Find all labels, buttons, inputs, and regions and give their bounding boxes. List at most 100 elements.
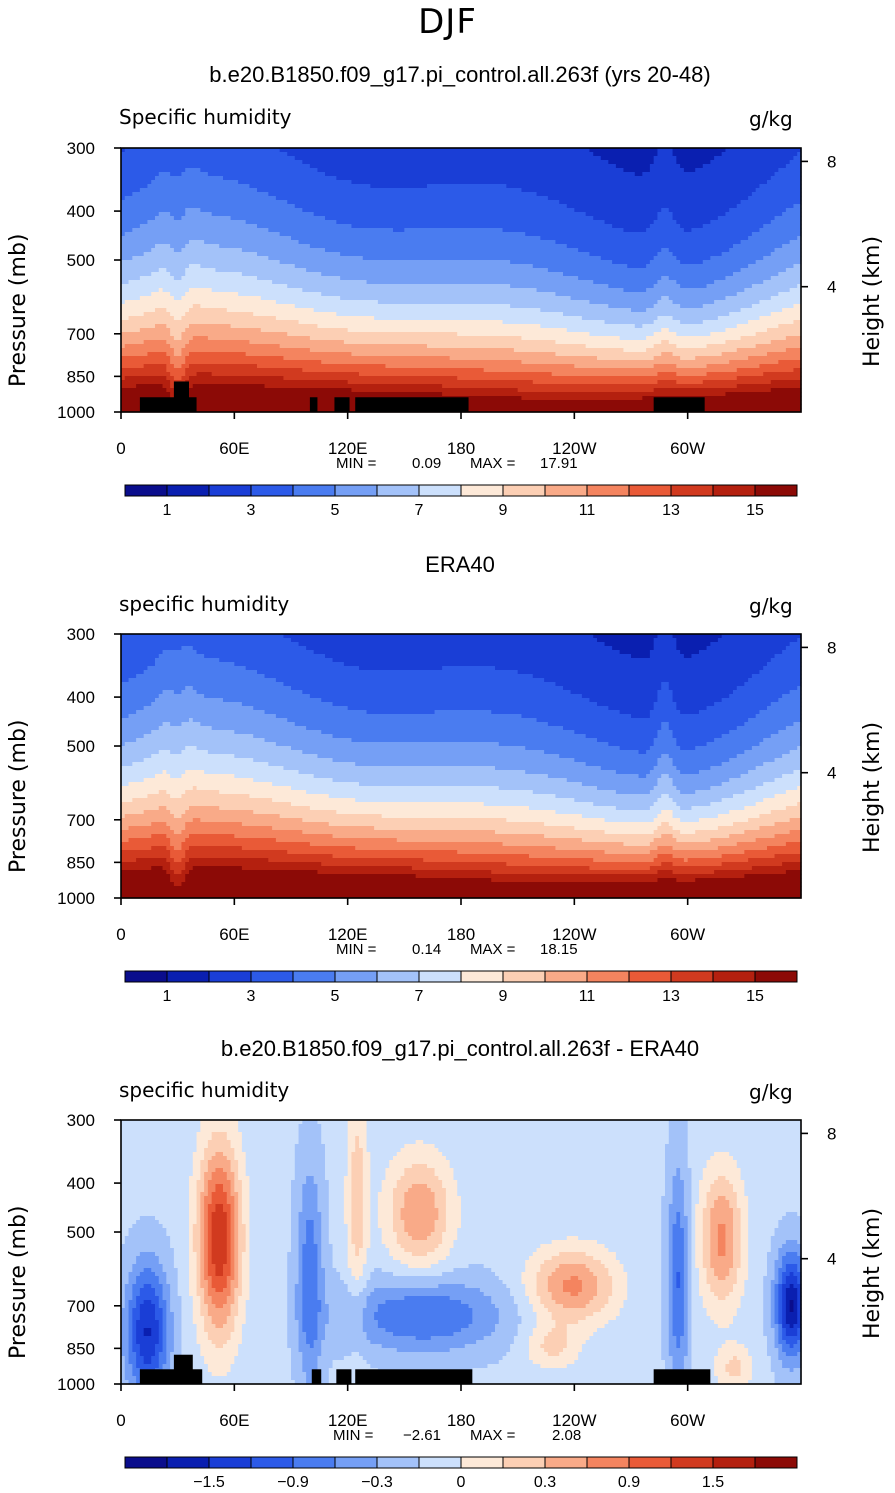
field-cell <box>774 1344 783 1349</box>
field-cell <box>525 770 617 775</box>
field-cell <box>207 1264 217 1269</box>
field-cell <box>608 1268 625 1273</box>
field-cell <box>340 1276 356 1281</box>
field-cell <box>317 1288 326 1293</box>
field-cell <box>668 1328 674 1333</box>
colorbar-label: −0.9 <box>277 1474 309 1491</box>
field-cell <box>733 1256 742 1261</box>
field-cell <box>502 1356 530 1361</box>
field-cell <box>672 1364 685 1369</box>
field-cell <box>797 1300 802 1305</box>
field-cell <box>740 1212 749 1217</box>
field-cell <box>151 1300 160 1305</box>
field-cell <box>238 292 322 297</box>
field-cell <box>729 360 779 365</box>
field-cell <box>733 1252 742 1257</box>
field-cell <box>472 1368 666 1373</box>
field-cell <box>789 288 802 293</box>
field-cell <box>291 1200 303 1205</box>
field-cell <box>374 1288 481 1293</box>
field-cell <box>736 1160 802 1165</box>
field-cell <box>672 694 730 699</box>
field-cell <box>321 1244 334 1249</box>
field-cell <box>457 332 591 337</box>
field-cell <box>782 1280 787 1285</box>
field-cell <box>234 1252 239 1257</box>
field-cell <box>793 1368 802 1373</box>
field-cell <box>124 814 175 819</box>
field-cell <box>181 216 232 221</box>
field-cell <box>121 1312 130 1317</box>
colorbar-box <box>166 1456 210 1469</box>
field-cell <box>313 1224 322 1229</box>
field-cell <box>200 1248 205 1253</box>
field-cell <box>600 1308 621 1313</box>
field-cell <box>653 356 681 361</box>
field-cell <box>604 320 655 325</box>
field-cell <box>121 1332 130 1337</box>
field-cell <box>121 858 137 863</box>
field-cell <box>132 1316 141 1321</box>
field-cell <box>774 1292 779 1297</box>
field-cell <box>189 858 269 863</box>
field-cell <box>245 1308 288 1313</box>
field-cell <box>170 878 186 883</box>
field-cell <box>294 1164 326 1169</box>
field-cell <box>672 1256 685 1261</box>
field-cell <box>313 212 587 217</box>
field-cell <box>343 1176 353 1181</box>
field-cell <box>143 778 254 783</box>
field-cell <box>785 1340 798 1345</box>
field-cell <box>529 1336 545 1341</box>
field-cell <box>211 1220 228 1225</box>
field-cell <box>291 1348 300 1353</box>
field-cell <box>785 336 802 341</box>
field-cell <box>185 168 201 173</box>
colorbar-box <box>586 970 630 983</box>
field-cell <box>121 798 133 803</box>
field-cell <box>748 1256 768 1261</box>
field-cell <box>151 272 171 277</box>
field-cell <box>721 1344 745 1349</box>
colorbar-label: 13 <box>662 502 680 519</box>
field-cell <box>351 1272 364 1277</box>
field-cell <box>483 368 738 373</box>
field-cell <box>691 1308 708 1313</box>
field-cell <box>680 806 693 811</box>
field-cell <box>143 312 171 317</box>
field-cell <box>785 1296 798 1301</box>
field-cell <box>343 1208 353 1213</box>
colorbar-label: −1.5 <box>193 1474 225 1491</box>
field-cell <box>121 240 190 245</box>
field-cell <box>241 1276 251 1281</box>
field-cell <box>302 1328 319 1333</box>
field-cell <box>793 1284 802 1289</box>
field-cell <box>362 1192 371 1197</box>
field-cell <box>774 1380 802 1385</box>
field-cell <box>748 1268 768 1273</box>
topography-mask <box>139 1369 203 1384</box>
field-cell <box>797 1212 802 1217</box>
field-cell <box>143 706 254 711</box>
field-cell <box>181 842 311 847</box>
field-cell <box>687 1144 802 1149</box>
field-cell <box>204 1180 209 1185</box>
y-tick-label: 300 <box>67 625 95 644</box>
field-cell <box>121 702 152 707</box>
field-cell <box>211 1340 228 1345</box>
field-cell <box>393 1156 447 1161</box>
field-cell <box>461 1208 662 1213</box>
field-cell <box>351 1200 364 1205</box>
field-cell <box>351 1168 364 1173</box>
field-cell <box>173 1316 183 1321</box>
field-cell <box>241 1220 251 1225</box>
topography-mask <box>309 397 318 412</box>
field-cell <box>132 1264 164 1269</box>
field-cell <box>249 1184 292 1189</box>
field-cell <box>661 754 670 759</box>
field-cell <box>328 1204 345 1209</box>
field-cell <box>170 332 183 337</box>
field-cell <box>717 1244 727 1249</box>
field-cell <box>551 1272 594 1277</box>
field-cell <box>241 1272 251 1277</box>
